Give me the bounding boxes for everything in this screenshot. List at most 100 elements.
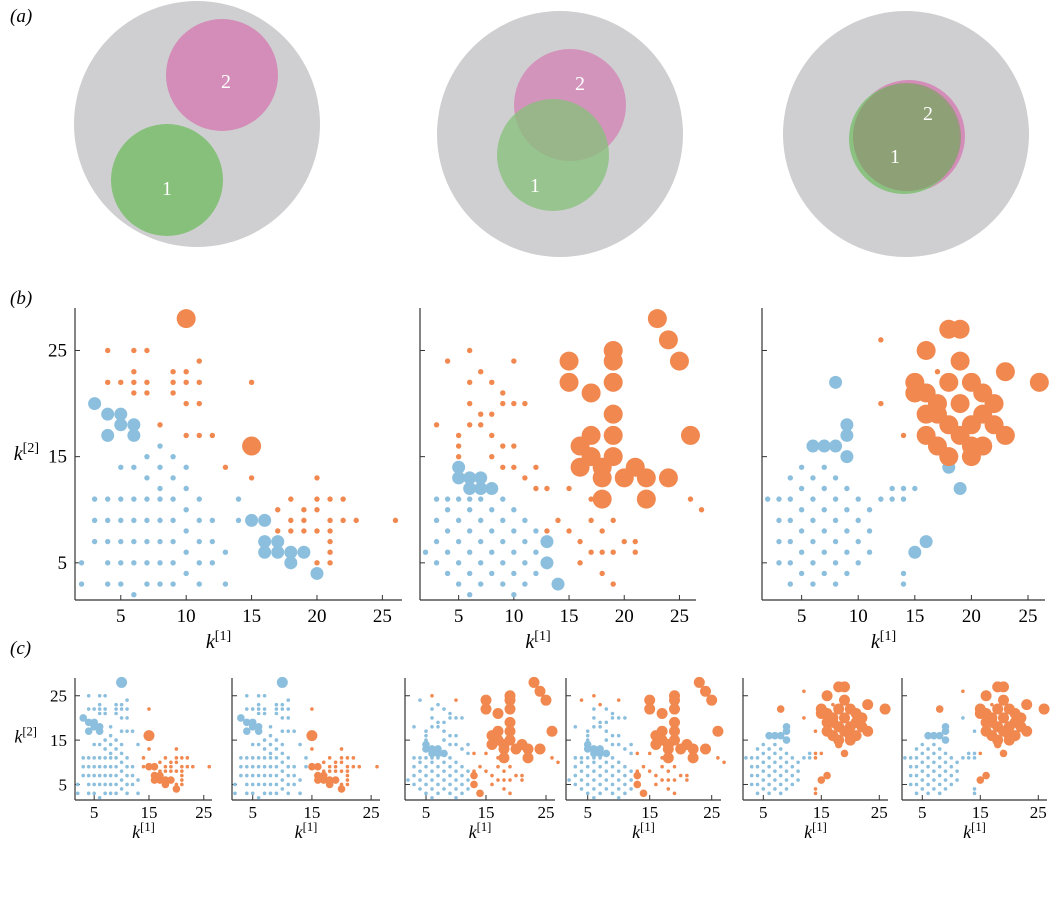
blue-point (262, 711, 267, 716)
blue-point (170, 496, 176, 502)
blue-point (966, 756, 971, 760)
orange-point (476, 789, 484, 798)
panel-label-b: (b) (10, 288, 32, 309)
blue-point (787, 581, 793, 587)
blue-point (131, 517, 137, 524)
blue-point (778, 764, 783, 769)
orange-point (502, 787, 506, 791)
blue-point (418, 760, 422, 765)
orange-point (511, 400, 517, 407)
blue-point (592, 725, 596, 729)
orange-point (310, 707, 314, 711)
blue-point (511, 528, 517, 534)
blue-point (119, 729, 124, 734)
orange-point (878, 400, 884, 407)
orange-point (489, 379, 495, 386)
x-tick-label: 15 (560, 606, 579, 627)
blue-point (86, 782, 91, 787)
blue-point (157, 485, 163, 492)
orange-point (500, 390, 506, 396)
orange-point (492, 725, 504, 737)
orange-point (180, 756, 184, 760)
orange-point (314, 560, 320, 566)
blue-point (460, 764, 464, 769)
orange-point (862, 699, 874, 711)
orange-point (196, 400, 202, 407)
blue-point (787, 560, 793, 566)
orange-point (635, 751, 640, 756)
blue-point (183, 570, 189, 577)
blue-point (424, 782, 428, 787)
orange-point (817, 776, 826, 784)
orange-point (301, 517, 307, 524)
blue-point (573, 725, 578, 729)
orange-point (839, 694, 850, 706)
blue-point (778, 747, 783, 751)
orange-point (340, 496, 346, 502)
blue-point (97, 707, 102, 711)
blue-point (604, 729, 609, 734)
scatter-panel-c-1: 5 15 25 5 15 25 k[1] k[2] (14, 676, 212, 842)
blue-point (478, 496, 484, 502)
blue-point (125, 791, 129, 796)
orange-point (599, 549, 605, 555)
orange-point (288, 517, 294, 524)
orange-point (647, 751, 652, 756)
blue-point (444, 570, 451, 577)
blue-point (787, 517, 793, 524)
x-tick-label: 15 (972, 803, 989, 822)
blue-point (912, 485, 918, 492)
blue-point (616, 760, 621, 765)
blue-point (844, 528, 850, 534)
blue-point (511, 507, 517, 513)
orange-point (813, 787, 818, 791)
orange-point (610, 517, 616, 524)
blue-point (511, 591, 517, 598)
blue-point (573, 782, 578, 787)
blue-point (616, 795, 621, 800)
orange-point (687, 743, 699, 755)
blue-point (274, 747, 279, 751)
blue-point (424, 729, 428, 734)
orange-point (666, 778, 671, 782)
orange-point (950, 394, 970, 414)
orange-point (592, 489, 612, 509)
orange-point (392, 517, 399, 524)
orange-point (131, 369, 137, 375)
blue-point (170, 560, 176, 566)
orange-point (157, 422, 163, 428)
blue-point (592, 769, 596, 773)
blue-point (136, 791, 140, 796)
blue-point (81, 764, 86, 769)
blue-point (937, 756, 942, 760)
blue-point (448, 733, 452, 738)
blue-point (790, 764, 795, 769)
blue-point (262, 693, 267, 698)
blue-point (900, 570, 907, 577)
blue-point (97, 702, 102, 707)
blue-point (821, 464, 827, 470)
blue-point (771, 731, 779, 740)
orange-point (802, 716, 806, 720)
venn-set-1 (111, 124, 223, 236)
blue-point (844, 507, 850, 513)
blue-point (108, 791, 113, 796)
orange-point (191, 764, 195, 769)
blue-point (920, 769, 925, 773)
blue-point (444, 549, 451, 555)
blue-point (237, 714, 245, 722)
blue-point (81, 773, 86, 778)
orange-point (339, 756, 344, 760)
blue-point (274, 782, 279, 787)
blue-point (616, 733, 621, 738)
orange-point (647, 309, 667, 329)
x-tick-label: 5 (116, 606, 126, 627)
venn-label-2: 2 (923, 103, 933, 125)
blue-point (585, 764, 590, 769)
blue-point (937, 747, 942, 751)
blue-point (573, 773, 578, 778)
blue-point (455, 538, 462, 545)
orange-point (680, 425, 700, 445)
blue-point (920, 787, 925, 791)
orange-point (172, 785, 181, 793)
